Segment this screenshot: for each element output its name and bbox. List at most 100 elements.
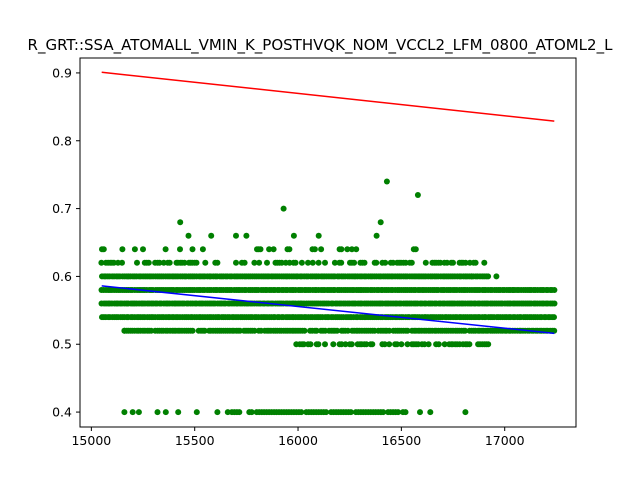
data-point	[427, 409, 434, 416]
data-point	[264, 259, 270, 266]
data-point	[380, 409, 387, 416]
data-point	[270, 246, 277, 253]
data-point	[369, 341, 376, 348]
data-point	[156, 259, 163, 266]
data-point	[351, 259, 358, 266]
data-point	[256, 259, 263, 266]
data-point	[466, 341, 473, 348]
data-point	[338, 246, 345, 253]
data-point	[485, 341, 492, 348]
chart-title: R_GRT::SSA_ATOMALL_VMIN_K_POSTHVQK_NOM_V…	[28, 36, 614, 55]
y-tick-label: 0.4	[52, 405, 72, 420]
y-tick-label: 0.9	[52, 65, 72, 80]
data-point	[189, 327, 196, 334]
data-point	[510, 287, 516, 293]
data-point	[353, 246, 360, 253]
data-point	[162, 246, 169, 253]
data-point	[462, 409, 469, 416]
data-point	[315, 232, 322, 239]
data-point	[298, 259, 305, 266]
data-point	[421, 341, 428, 348]
data-point	[224, 409, 231, 416]
y-tick-label: 0.5	[52, 337, 72, 352]
data-point	[414, 192, 421, 198]
data-point	[251, 327, 258, 334]
data-point	[395, 409, 402, 416]
fit-line	[101, 285, 555, 335]
data-point	[322, 259, 328, 266]
data-point	[551, 327, 558, 334]
data-point	[301, 327, 308, 334]
data-point	[131, 246, 138, 253]
data-point	[233, 232, 239, 239]
data-point	[344, 246, 351, 253]
data-point	[444, 259, 451, 266]
data-point	[462, 327, 469, 334]
data-point	[386, 327, 393, 334]
data-point	[162, 409, 169, 416]
data-point	[322, 341, 328, 348]
data-point	[307, 341, 314, 348]
data-point	[331, 259, 338, 266]
data-point	[189, 246, 196, 253]
data-point	[214, 409, 221, 416]
data-point	[450, 259, 456, 266]
data-point	[248, 409, 255, 416]
upper-limit-line	[101, 71, 555, 122]
x-tick-label: 16500	[381, 433, 421, 448]
data-point	[100, 246, 107, 253]
data-point	[468, 273, 475, 280]
data-point	[481, 259, 488, 266]
data-point	[377, 219, 384, 226]
data-point	[398, 341, 405, 348]
data-point	[199, 246, 206, 253]
data-point	[243, 232, 250, 239]
data-point	[241, 259, 248, 266]
data-point	[441, 341, 448, 348]
data-point	[404, 327, 411, 334]
scatter-points	[98, 178, 558, 416]
data-point	[472, 259, 479, 266]
data-point	[311, 246, 318, 253]
data-point	[297, 327, 304, 334]
data-point	[292, 259, 299, 266]
data-point	[422, 259, 429, 266]
data-point	[300, 341, 307, 348]
data-point	[98, 259, 105, 266]
data-point	[140, 246, 146, 253]
data-point	[342, 341, 349, 348]
data-point	[214, 259, 221, 266]
data-point	[121, 327, 128, 334]
data-point	[154, 409, 161, 416]
data-point	[201, 327, 208, 334]
data-point	[233, 259, 239, 266]
data-point	[280, 205, 287, 212]
data-point	[266, 246, 273, 253]
data-point	[394, 341, 400, 348]
data-point	[315, 341, 322, 348]
data-point	[338, 259, 345, 266]
data-point	[193, 409, 200, 416]
data-point	[145, 259, 152, 266]
data-point	[386, 341, 393, 348]
data-point	[202, 259, 209, 266]
data-point	[110, 259, 117, 266]
data-point	[425, 341, 432, 348]
data-point	[330, 341, 337, 348]
data-point	[373, 259, 380, 266]
data-point	[417, 409, 423, 416]
data-point	[348, 341, 355, 348]
data-point	[408, 259, 415, 266]
data-point	[493, 273, 500, 280]
data-point	[175, 409, 182, 416]
data-point	[347, 409, 354, 416]
data-point	[404, 341, 411, 348]
data-point	[382, 259, 389, 266]
data-point	[551, 287, 558, 293]
data-point	[119, 259, 125, 266]
data-point	[435, 341, 442, 348]
data-point	[313, 327, 320, 334]
data-point	[323, 409, 330, 416]
y-tick-label: 0.8	[52, 133, 72, 148]
